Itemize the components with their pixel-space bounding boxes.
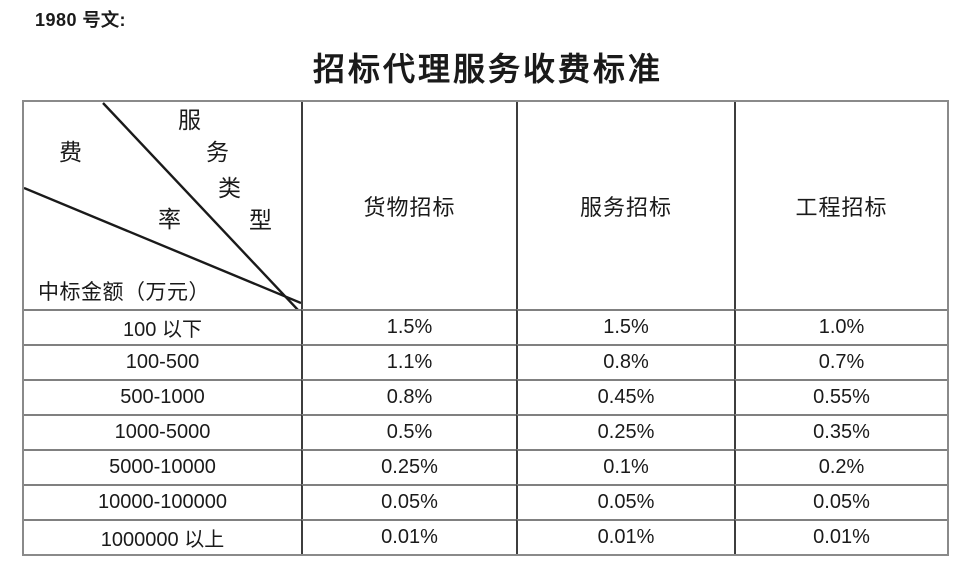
fee-cell: 0.05% bbox=[301, 484, 516, 519]
row-label: 500-1000 bbox=[24, 379, 301, 414]
corner-type-char-4: 型 bbox=[249, 208, 272, 234]
row-label: 100 以下 bbox=[24, 309, 301, 344]
fee-cell: 0.25% bbox=[516, 414, 734, 449]
fee-cell: 0.25% bbox=[301, 449, 516, 484]
corner-type-char-2: 务 bbox=[206, 140, 229, 166]
fee-cell: 0.01% bbox=[734, 519, 947, 554]
corner-type-char-3: 类 bbox=[218, 176, 241, 202]
row-label: 5000-10000 bbox=[24, 449, 301, 484]
column-header-goods: 货物招标 bbox=[301, 102, 516, 309]
column-header-engineering: 工程招标 bbox=[734, 102, 947, 309]
fee-cell: 1.1% bbox=[301, 344, 516, 379]
fee-standard-table: 服 务 类 型 费 率 中标金额（万元） 货物招标 服务招标 工程招标 100 … bbox=[22, 100, 949, 556]
fee-cell: 0.01% bbox=[301, 519, 516, 554]
page-title: 招标代理服务收费标准 bbox=[312, 50, 663, 88]
row-label: 10000-100000 bbox=[24, 484, 301, 519]
row-label: 1000-5000 bbox=[24, 414, 301, 449]
fee-cell: 0.8% bbox=[516, 344, 734, 379]
fee-cell: 0.55% bbox=[734, 379, 947, 414]
corner-type-char-1: 服 bbox=[178, 108, 201, 134]
diagonal-divider-lines bbox=[24, 102, 301, 309]
fee-cell: 0.05% bbox=[516, 484, 734, 519]
row-label: 1000000 以上 bbox=[24, 519, 301, 554]
fee-cell: 0.45% bbox=[516, 379, 734, 414]
fee-cell: 0.35% bbox=[734, 414, 947, 449]
fee-cell: 0.05% bbox=[734, 484, 947, 519]
fee-cell: 1.0% bbox=[734, 309, 947, 344]
corner-amount-label: 中标金额（万元） bbox=[38, 280, 210, 304]
fee-cell: 1.5% bbox=[516, 309, 734, 344]
doc-number-note: 1980 号文: bbox=[35, 10, 127, 30]
fee-cell: 0.8% bbox=[301, 379, 516, 414]
fee-cell: 0.1% bbox=[516, 449, 734, 484]
fee-cell: 0.2% bbox=[734, 449, 947, 484]
fee-cell: 0.7% bbox=[734, 344, 947, 379]
fee-cell: 0.01% bbox=[516, 519, 734, 554]
column-header-services: 服务招标 bbox=[516, 102, 734, 309]
row-label: 100-500 bbox=[24, 344, 301, 379]
corner-rate-char-2: 率 bbox=[158, 207, 181, 233]
fee-cell: 0.5% bbox=[301, 414, 516, 449]
fee-cell: 1.5% bbox=[301, 309, 516, 344]
corner-rate-char-1: 费 bbox=[59, 140, 82, 166]
table-corner-cell: 服 务 类 型 费 率 中标金额（万元） bbox=[24, 102, 301, 309]
